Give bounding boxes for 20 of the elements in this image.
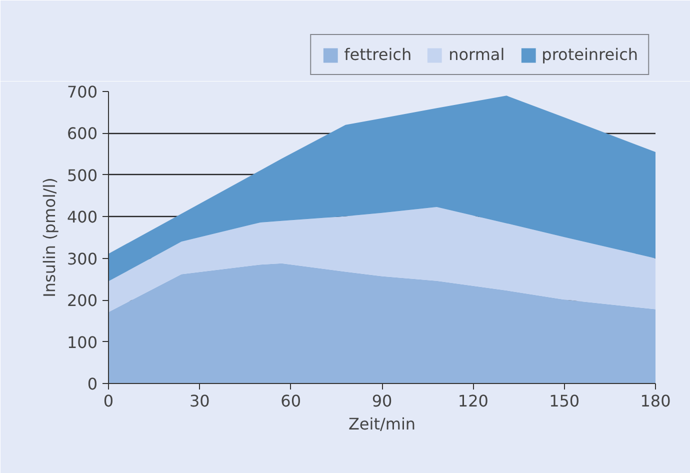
y-tick-label: 100 <box>66 332 98 352</box>
x-tick-label: 120 <box>458 392 488 410</box>
y-tick-label: 700 <box>66 82 98 102</box>
y-tick-label: 200 <box>66 291 98 310</box>
x-tick-label: 30 <box>189 392 210 410</box>
y-tick-label: 500 <box>66 166 98 185</box>
y-axis-title: Insulin (pmol/l) <box>40 178 59 298</box>
x-tick-label: 90 <box>372 392 392 410</box>
x-tick-label: 150 <box>549 392 580 410</box>
x-axis-title: Zeit/min <box>348 414 416 434</box>
x-tick-label: 180 <box>640 392 671 410</box>
y-tick-label: 400 <box>66 208 98 227</box>
x-tick-label: 0 <box>103 392 114 410</box>
legend-label: normal <box>448 45 505 64</box>
legend-label: proteinreich <box>542 45 638 64</box>
legend-label: fettreich <box>344 45 412 64</box>
y-tick-label: 0 <box>87 374 98 394</box>
y-tick-label: 300 <box>66 249 98 268</box>
x-tick-label: 60 <box>280 392 302 410</box>
y-tick-label: 600 <box>66 124 98 144</box>
